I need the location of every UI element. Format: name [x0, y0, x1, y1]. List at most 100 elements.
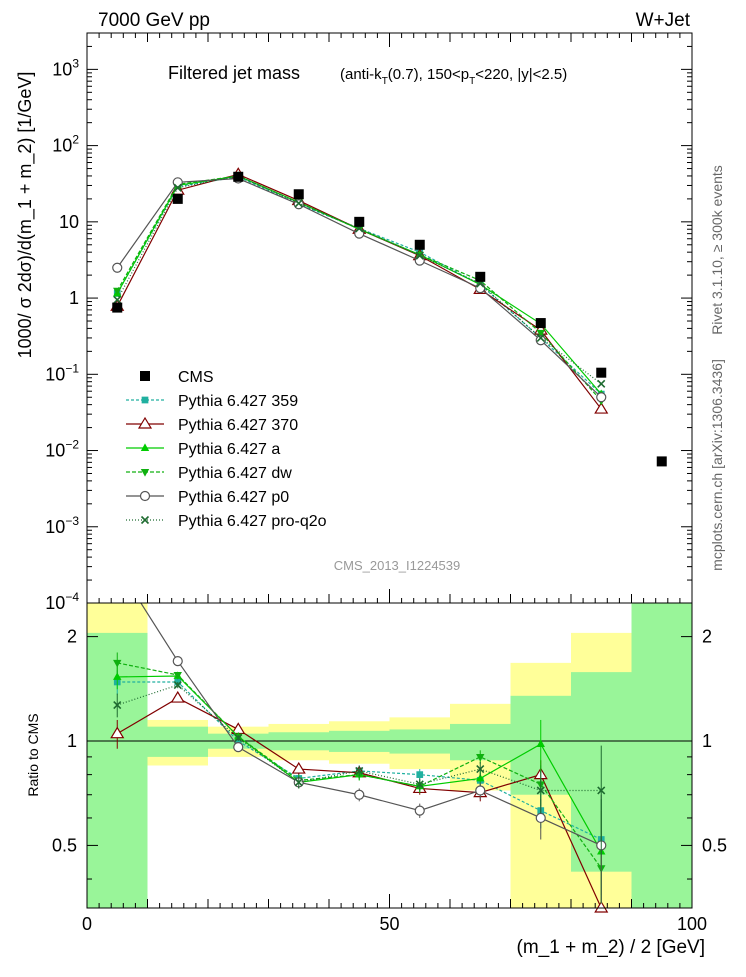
data-point	[656, 456, 667, 467]
ratio-marker	[594, 900, 609, 913]
x-tick-label: 50	[379, 914, 399, 934]
ratio-line	[117, 684, 602, 792]
series-line	[116, 175, 602, 385]
legend-marker	[140, 443, 150, 451]
series-marker	[536, 333, 545, 342]
watermark: CMS_2013_I1224539	[334, 558, 461, 573]
ratio-y-tick-label: 2	[67, 627, 77, 647]
header-right-label: W+Jet	[636, 10, 691, 31]
ylabel-main: 1000/ σ 2dσ)/d(m_1 + m_2) [1/GeV]	[15, 72, 36, 359]
ratio-marker	[113, 659, 122, 668]
series-marker	[535, 335, 546, 346]
data-point	[596, 367, 607, 378]
ratio-marker	[597, 786, 606, 795]
url-label: mcplots.cern.ch [arXiv:1306.3436]	[709, 359, 725, 571]
ratio-marker	[173, 680, 182, 690]
ratio-band-inner	[147, 726, 208, 757]
x-tick-label: 0	[82, 914, 92, 934]
series-marker	[536, 329, 545, 338]
ratio-marker	[415, 780, 424, 789]
ratio-y-tick-label-right: 2	[702, 627, 712, 647]
series-marker	[113, 295, 122, 304]
y-tick-label: 10−2	[45, 438, 79, 461]
axis-ticks: 0 50 100 10−4 10−3 10−2 10−1 1 10 102 103 0.5 0.5 1 1 2…	[45, 32, 727, 934]
series-line	[116, 176, 602, 395]
legend-marker	[140, 515, 150, 525]
legend-label: Pythia 6.427 p0	[178, 489, 289, 506]
ratio-marker	[233, 742, 244, 753]
ratio-marker	[476, 753, 485, 762]
ylabel-ratio: Ratio to CMS	[25, 713, 41, 796]
ratio-marker	[476, 773, 485, 782]
series-marker	[475, 283, 486, 294]
y-tick-label: 10−3	[45, 514, 79, 537]
legend-marker	[140, 469, 150, 477]
x-tick-label: 100	[677, 914, 707, 934]
uncertainty-bands	[87, 603, 692, 908]
y-tick-label: 10	[59, 212, 79, 232]
data-point	[233, 171, 244, 182]
legend-label: Pythia 6.427 370	[178, 417, 298, 434]
ratio-marker	[172, 655, 183, 667]
ratio-marker	[354, 789, 365, 800]
series-marker	[113, 287, 122, 296]
legend-label: Pythia 6.427 dw	[178, 465, 292, 482]
ratio-marker	[476, 765, 485, 774]
data-points	[112, 171, 667, 467]
series-marker	[597, 379, 606, 388]
ratio-marker	[414, 805, 425, 816]
legend-marker	[137, 416, 153, 429]
ratio-marker	[291, 761, 306, 774]
main-panel-series	[110, 167, 609, 414]
legend-label: Pythia 6.427 a	[178, 441, 280, 458]
y-tick-label: 10−1	[45, 361, 79, 384]
series-line	[116, 177, 602, 398]
ratio-marker	[416, 771, 424, 778]
ratio-marker	[113, 672, 122, 680]
y-tick-label: 10−4	[45, 590, 79, 613]
ratio-marker	[113, 700, 122, 710]
ratio-marker	[475, 785, 486, 796]
data-point	[172, 193, 183, 204]
ratio-marker	[110, 726, 125, 739]
series-line	[116, 175, 602, 402]
ratio-y-tick-label-right: 1	[702, 731, 712, 751]
data-point	[475, 271, 486, 282]
ratio-y-tick-label-right: 0.5	[702, 835, 727, 855]
legend-marker	[141, 396, 149, 404]
ratio-marker	[234, 733, 243, 743]
legend-label: Pythia 6.427 359	[178, 393, 298, 410]
ratio-marker	[536, 786, 545, 795]
series-marker	[415, 251, 424, 260]
data-point	[354, 216, 365, 227]
series-marker	[112, 262, 123, 273]
plot-title-main: Filtered jet mass	[168, 63, 300, 83]
series-marker	[594, 401, 609, 414]
legend-label: CMS	[178, 369, 214, 386]
ratio-band-inner	[631, 603, 692, 908]
ratio-marker	[535, 812, 546, 824]
y-tick-label: 102	[52, 133, 79, 156]
y-tick-label: 1	[69, 288, 79, 308]
legend-marker	[140, 371, 150, 381]
ratio-marker	[355, 766, 364, 775]
series-marker	[173, 183, 182, 192]
legend: CMS Pythia 6.427 359 Pythia 6.427 370 Pythi…	[126, 369, 327, 530]
rivet-label: Rivet 3.1.10, ≥ 300k events	[709, 165, 725, 335]
legend-marker	[139, 490, 151, 502]
plot-title: Filtered jet mass (anti-kT(0.7), 150<pT<…	[168, 63, 567, 87]
series-line	[116, 175, 602, 395]
data-point	[293, 189, 304, 200]
ratio-marker	[170, 690, 185, 703]
ratio-marker	[294, 778, 303, 787]
legend-label: Pythia 6.427 pro-q2o	[178, 513, 327, 530]
ratio-y-tick-label: 0.5	[52, 835, 77, 855]
ratio-panel-series	[110, 603, 609, 913]
data-point	[112, 302, 123, 313]
series-marker	[294, 199, 303, 208]
data-point	[535, 318, 546, 329]
ratio-marker	[536, 739, 545, 747]
header-left-label: 7000 GeV pp	[98, 10, 210, 31]
ratio-y-tick-label: 1	[67, 731, 77, 751]
